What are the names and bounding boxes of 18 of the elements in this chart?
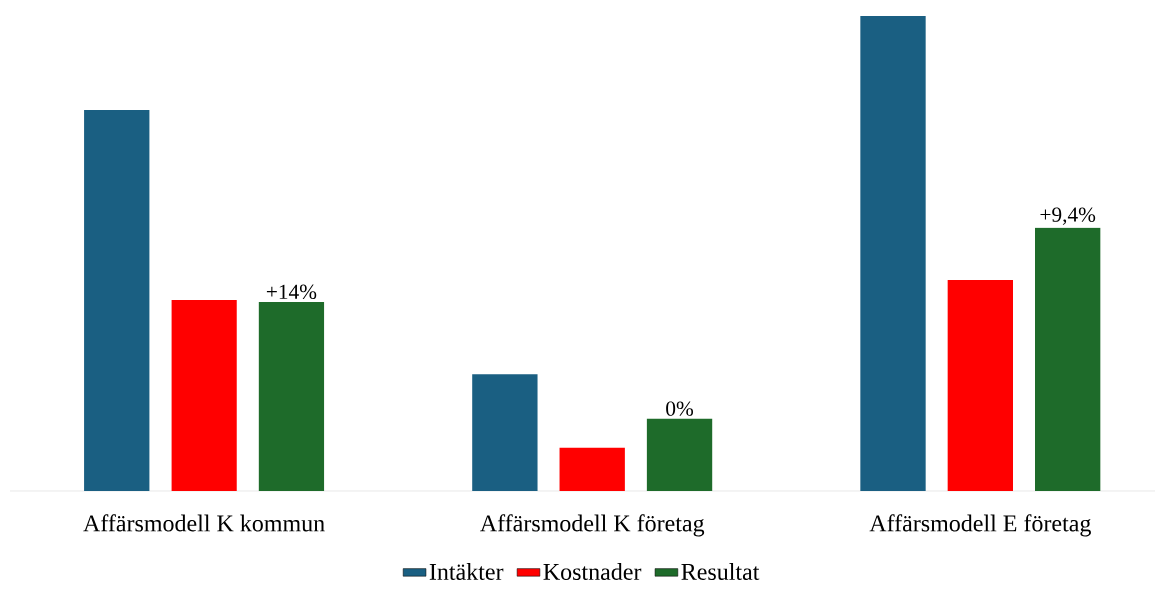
annotation: 0% xyxy=(666,401,694,416)
bar xyxy=(1035,227,1101,491)
legend-label: Kostnader xyxy=(543,563,642,580)
bar xyxy=(258,301,325,491)
bar xyxy=(472,374,538,491)
legend-label: Intäkter xyxy=(429,563,504,580)
bar xyxy=(84,110,150,491)
bar xyxy=(171,300,237,491)
x-tick-label: Affärsmodell K kommun xyxy=(83,514,325,532)
annotation: +14% xyxy=(266,284,317,299)
bar xyxy=(947,280,1014,491)
x-tick-label: Affärsmodell K företag xyxy=(480,514,705,537)
bar xyxy=(860,15,926,491)
bar xyxy=(646,418,713,491)
legend-label: Resultat xyxy=(681,563,760,580)
x-tick-label: Affärsmodell E företag xyxy=(869,514,1091,537)
bar xyxy=(559,447,625,491)
annotation: +9,4% xyxy=(1040,207,1096,225)
